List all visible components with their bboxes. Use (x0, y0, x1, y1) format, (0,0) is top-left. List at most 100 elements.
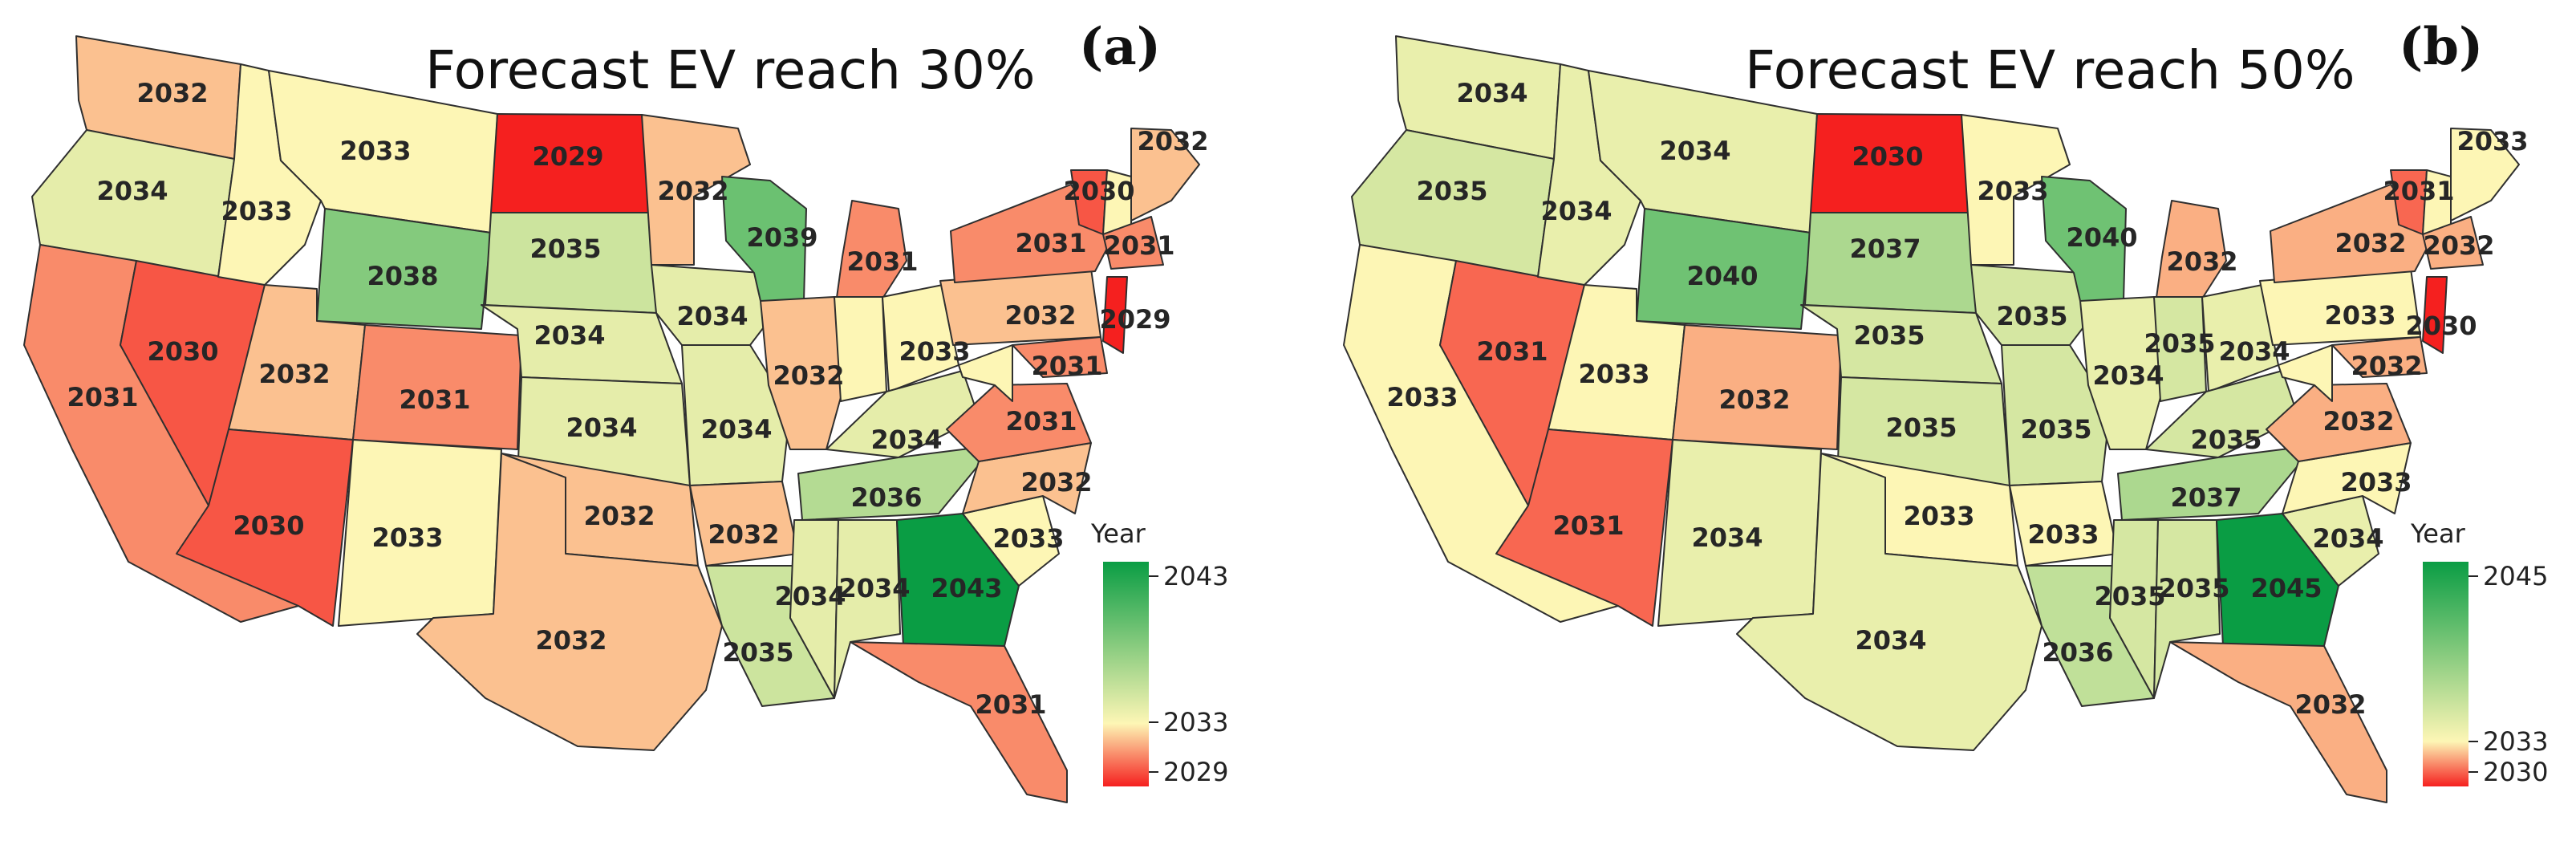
state-label-wy: 2038 (367, 261, 438, 291)
state-label-ca: 2031 (67, 382, 138, 412)
state-label-oh: 2034 (2218, 336, 2290, 367)
state-label-al: 2034 (838, 573, 910, 603)
state-wv (958, 344, 1013, 402)
state-label-nj: 2030 (2405, 311, 2477, 341)
state-label-sd: 2037 (1849, 234, 1921, 264)
state-ma (1102, 216, 1164, 270)
legend-tick-label: 2045 (2483, 561, 2548, 591)
state-label-sc: 2034 (2312, 523, 2383, 554)
state-label-nv: 2031 (1476, 336, 1548, 367)
state-shapes (1343, 35, 2520, 803)
state-label-ga: 2043 (931, 573, 1002, 603)
state-tn (797, 445, 996, 521)
state-label-ma: 2031 (1103, 230, 1174, 261)
state-tx (1736, 453, 2043, 751)
state-label-ma: 2032 (2423, 230, 2494, 261)
state-label-il: 2032 (773, 360, 844, 391)
state-label-mi: 2032 (2166, 246, 2237, 277)
panel-label: (a) (1079, 17, 1161, 77)
state-al (834, 519, 901, 699)
state-label-pa: 2032 (1004, 300, 1076, 331)
state-label-la: 2035 (722, 637, 793, 668)
state-label-il: 2034 (2092, 360, 2164, 391)
legend-tick-label: 2033 (1163, 707, 1228, 737)
state-label-tx: 2034 (1855, 625, 1926, 656)
state-label-ky: 2034 (870, 425, 942, 455)
state-label-la: 2036 (2042, 637, 2113, 668)
state-md (1012, 336, 1108, 378)
state-ky (2145, 370, 2299, 458)
state-tn (2117, 445, 2315, 521)
state-co (352, 324, 522, 450)
state-ny (2270, 184, 2432, 283)
state-label-az: 2030 (233, 510, 304, 541)
state-ny (950, 184, 1112, 283)
state-nc (2282, 442, 2412, 514)
state-label-nj: 2029 (1099, 304, 1170, 335)
state-label-ia: 2035 (1996, 301, 2067, 331)
state-label-ar: 2032 (708, 519, 779, 550)
state-label-me: 2033 (2456, 126, 2528, 156)
state-label-wy: 2040 (1686, 261, 1758, 291)
state-label-mt: 2034 (1659, 136, 1730, 166)
state-label-in: 2035 (2144, 328, 2215, 359)
state-label-nv: 2030 (147, 336, 218, 367)
state-wy (316, 208, 492, 330)
state-labels: 2034203520332031203420342040203320312032… (1386, 78, 2528, 720)
state-label-vt: 2030 (1063, 176, 1134, 206)
state-tx (416, 453, 723, 751)
state-ma (2422, 216, 2484, 270)
state-label-wi: 2039 (746, 222, 817, 253)
state-label-mn: 2033 (1977, 176, 2048, 206)
state-label-tn: 2037 (2170, 482, 2241, 513)
legend-tick-label: 2029 (1163, 757, 1228, 787)
map-title: Forecast EV reach 30% (425, 39, 1036, 101)
state-label-ut: 2033 (1578, 359, 1649, 389)
state-label-ms: 2034 (774, 581, 846, 611)
legend-tick-label: 2043 (1163, 561, 1228, 591)
state-md (2331, 336, 2428, 378)
state-label-ok: 2033 (1903, 501, 1974, 531)
state-label-ca: 2033 (1386, 382, 1458, 412)
state-label-fl: 2031 (975, 689, 1046, 720)
state-label-ut: 2032 (258, 359, 330, 389)
state-label-ky: 2035 (2190, 425, 2262, 455)
map-title: Forecast EV reach 50% (1745, 39, 2355, 101)
state-label-co: 2031 (399, 384, 470, 415)
color-legend: Year 2043 2033 2029 (1090, 518, 1228, 787)
state-label-mo: 2035 (2020, 414, 2091, 445)
state-wy (1636, 208, 1811, 330)
legend-tick-label: 2030 (2483, 757, 2548, 787)
state-label-ny: 2031 (1015, 228, 1086, 258)
legend-title: Year (2410, 518, 2466, 549)
state-label-or: 2034 (96, 176, 168, 206)
state-label-nc: 2033 (2340, 467, 2412, 498)
state-label-mn: 2032 (657, 176, 728, 206)
state-fl (850, 641, 1068, 803)
state-labels: 2032203420312030203320332038203220302031… (67, 78, 1208, 720)
state-label-id: 2033 (221, 196, 292, 226)
state-nc (962, 442, 1092, 514)
state-label-mt: 2033 (339, 136, 411, 166)
state-label-nc: 2032 (1020, 467, 1092, 498)
state-label-sd: 2035 (529, 234, 601, 264)
state-label-wi: 2040 (2066, 222, 2137, 253)
state-ky (826, 370, 980, 458)
state-wv (2278, 344, 2333, 402)
state-label-sc: 2033 (992, 523, 1064, 554)
legend-title: Year (1090, 518, 1146, 549)
state-shapes (23, 35, 1200, 803)
state-nj (2422, 276, 2448, 354)
state-label-tx: 2032 (535, 625, 606, 656)
state-label-nm: 2034 (1691, 522, 1763, 553)
state-label-id: 2034 (1540, 196, 1612, 226)
state-label-tn: 2036 (850, 482, 922, 513)
state-al (2153, 519, 2221, 699)
state-mo (681, 344, 791, 486)
state-label-oh: 2033 (899, 336, 970, 367)
state-label-ga: 2045 (2250, 573, 2322, 603)
state-label-or: 2035 (1416, 176, 1487, 206)
state-label-nm: 2033 (371, 522, 443, 553)
legend-colorbar (2423, 562, 2468, 786)
state-label-mo: 2034 (700, 414, 772, 445)
